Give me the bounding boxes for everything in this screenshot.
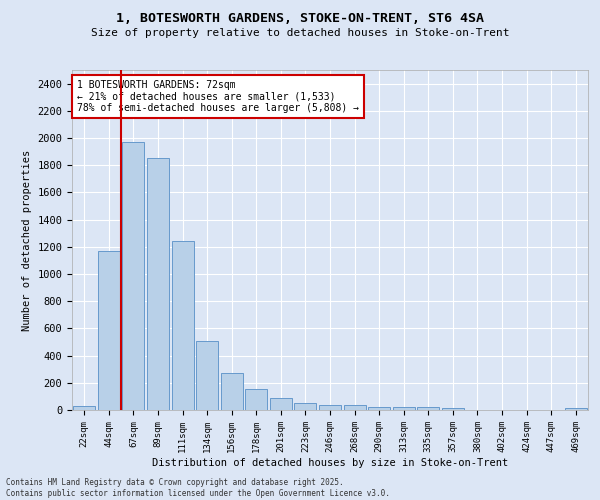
Bar	[392, 408, 415, 410]
Bar	[196, 340, 218, 410]
Bar	[368, 408, 390, 410]
Y-axis label: Number of detached properties: Number of detached properties	[22, 150, 32, 330]
Bar	[245, 389, 268, 410]
Bar	[221, 374, 243, 410]
Bar	[147, 158, 169, 410]
Bar	[172, 242, 194, 410]
Bar	[565, 408, 587, 410]
Bar	[270, 398, 292, 410]
Bar	[122, 142, 145, 410]
X-axis label: Distribution of detached houses by size in Stoke-on-Trent: Distribution of detached houses by size …	[152, 458, 508, 468]
Bar	[417, 408, 439, 410]
Bar	[295, 403, 316, 410]
Text: Size of property relative to detached houses in Stoke-on-Trent: Size of property relative to detached ho…	[91, 28, 509, 38]
Text: 1, BOTESWORTH GARDENS, STOKE-ON-TRENT, ST6 4SA: 1, BOTESWORTH GARDENS, STOKE-ON-TRENT, S…	[116, 12, 484, 26]
Text: 1 BOTESWORTH GARDENS: 72sqm
← 21% of detached houses are smaller (1,533)
78% of : 1 BOTESWORTH GARDENS: 72sqm ← 21% of det…	[77, 80, 359, 114]
Bar	[98, 251, 120, 410]
Bar	[442, 408, 464, 410]
Bar	[344, 405, 365, 410]
Text: Contains HM Land Registry data © Crown copyright and database right 2025.
Contai: Contains HM Land Registry data © Crown c…	[6, 478, 390, 498]
Bar	[73, 406, 95, 410]
Bar	[319, 404, 341, 410]
